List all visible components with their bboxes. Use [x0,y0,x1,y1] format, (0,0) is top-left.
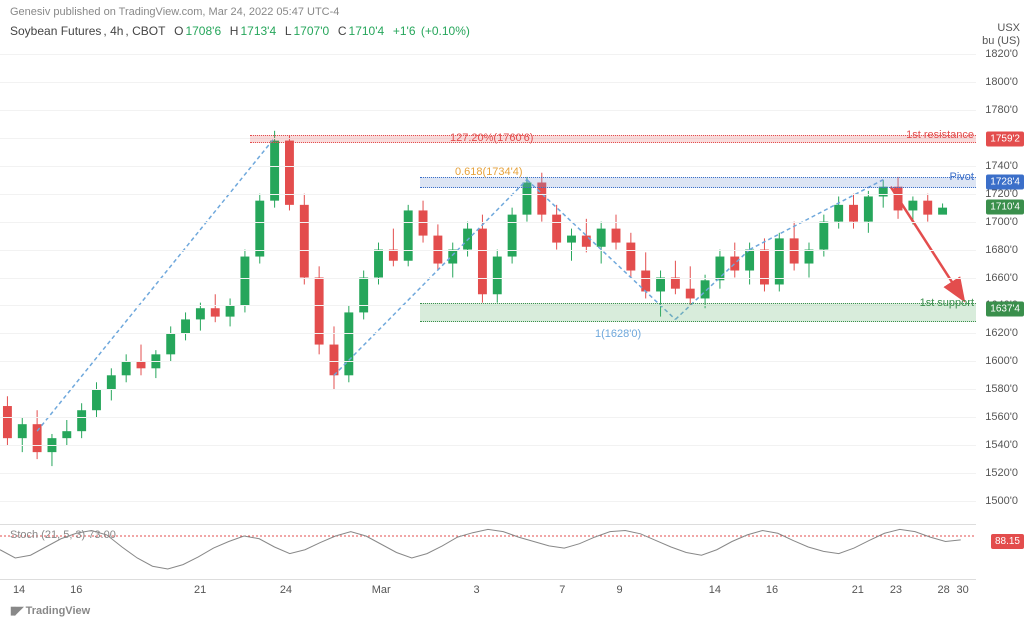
change-value: +1'6 [393,24,416,38]
fib-label: 0.618(1734'4) [455,166,523,178]
x-axis: 14 16 21 24 Mar 3 7 9 14 16 21 23 28 30 [0,579,976,599]
grid-line [0,389,976,390]
y-tick: 1780'0 [985,104,1018,116]
symbol-name[interactable]: Soybean Futures [10,24,101,38]
x-tick: 23 [890,584,902,596]
grid-line [0,110,976,111]
x-tick: 3 [474,584,480,596]
grid-line [0,54,976,55]
grid-line [0,473,976,474]
fib-label: 127.20%(1760'6) [450,132,533,144]
stoch-panel[interactable]: Stoch (21, 5, 3) 73.00 [0,524,976,579]
x-tick: 21 [194,584,206,596]
zone-label-support: 1st support [920,297,974,309]
high-value: 1713'4 [240,24,276,38]
stoch-value-tag: 88.15 [991,534,1024,549]
x-tick: 30 [957,584,969,596]
publish-date: published on TradingView.com, Mar 24, 20… [53,6,339,18]
x-tick: 28 [937,584,949,596]
grid-line [0,82,976,83]
zone-label-pivot: Pivot [950,171,974,183]
publish-info: Genesiv published on TradingView.com, Ma… [10,6,339,18]
y-tick: 1820'0 [985,48,1018,60]
symbol-ohlc-row: Soybean Futures, 4h, CBOT O1708'6 H1713'… [10,24,472,38]
grid-line [0,361,976,362]
grid-line [0,417,976,418]
y-tick: 1560'0 [985,411,1018,423]
change-pct: (+0.10%) [421,24,470,38]
zone-pivot [420,177,976,188]
y-axis-unit: USX bu (US) [982,22,1020,48]
stoch-svg [0,525,976,580]
low-label: L [285,24,292,38]
price-axis-tag: 1728'4 [986,174,1024,189]
x-tick: 24 [280,584,292,596]
grid-line [0,194,976,195]
x-tick: 9 [616,584,622,596]
x-tick: 14 [709,584,721,596]
close-value: 1710'4 [349,24,385,38]
price-axis-tag: 1637'4 [986,302,1024,317]
zone-support [420,303,976,323]
x-tick: 16 [70,584,82,596]
y-tick: 1720'0 [985,188,1018,200]
y-tick: 1680'0 [985,244,1018,256]
grid-line [0,333,976,334]
stoch-label: Stoch (21, 5, 3) 73.00 [10,529,116,541]
close-label: C [338,24,347,38]
open-value: 1708'6 [185,24,221,38]
low-value: 1707'0 [294,24,330,38]
y-tick: 1520'0 [985,467,1018,479]
zone-label-resistance: 1st resistance [906,129,974,141]
grid-line [0,445,976,446]
y-tick: 1500'0 [985,495,1018,507]
y-tick: 1800'0 [985,76,1018,88]
y-tick: 1740'0 [985,160,1018,172]
grid-line [0,250,976,251]
timeframe: 4h [110,24,123,38]
exchange: CBOT [132,24,165,38]
x-tick: 14 [13,584,25,596]
open-label: O [174,24,183,38]
y-tick: 1700'0 [985,216,1018,228]
x-tick: 16 [766,584,778,596]
zone-resistance [250,135,976,143]
fib-label: 1(1628'0) [595,328,641,340]
price-axis-tag: 1759'2 [986,131,1024,146]
y-tick: 1540'0 [985,439,1018,451]
y-tick: 1620'0 [985,327,1018,339]
y-tick: 1580'0 [985,383,1018,395]
x-tick: Mar [372,584,391,596]
price-axis-tag: 1710'4 [986,200,1024,215]
y-tick: 1600'0 [985,355,1018,367]
publisher: Genesiv [10,6,50,18]
grid-line [0,222,976,223]
grid-line [0,278,976,279]
x-tick: 21 [852,584,864,596]
high-label: H [230,24,239,38]
tradingview-logo[interactable]: ▮◤ TradingView [10,604,90,617]
x-tick: 7 [559,584,565,596]
y-tick: 1660'0 [985,272,1018,284]
grid-line [0,501,976,502]
